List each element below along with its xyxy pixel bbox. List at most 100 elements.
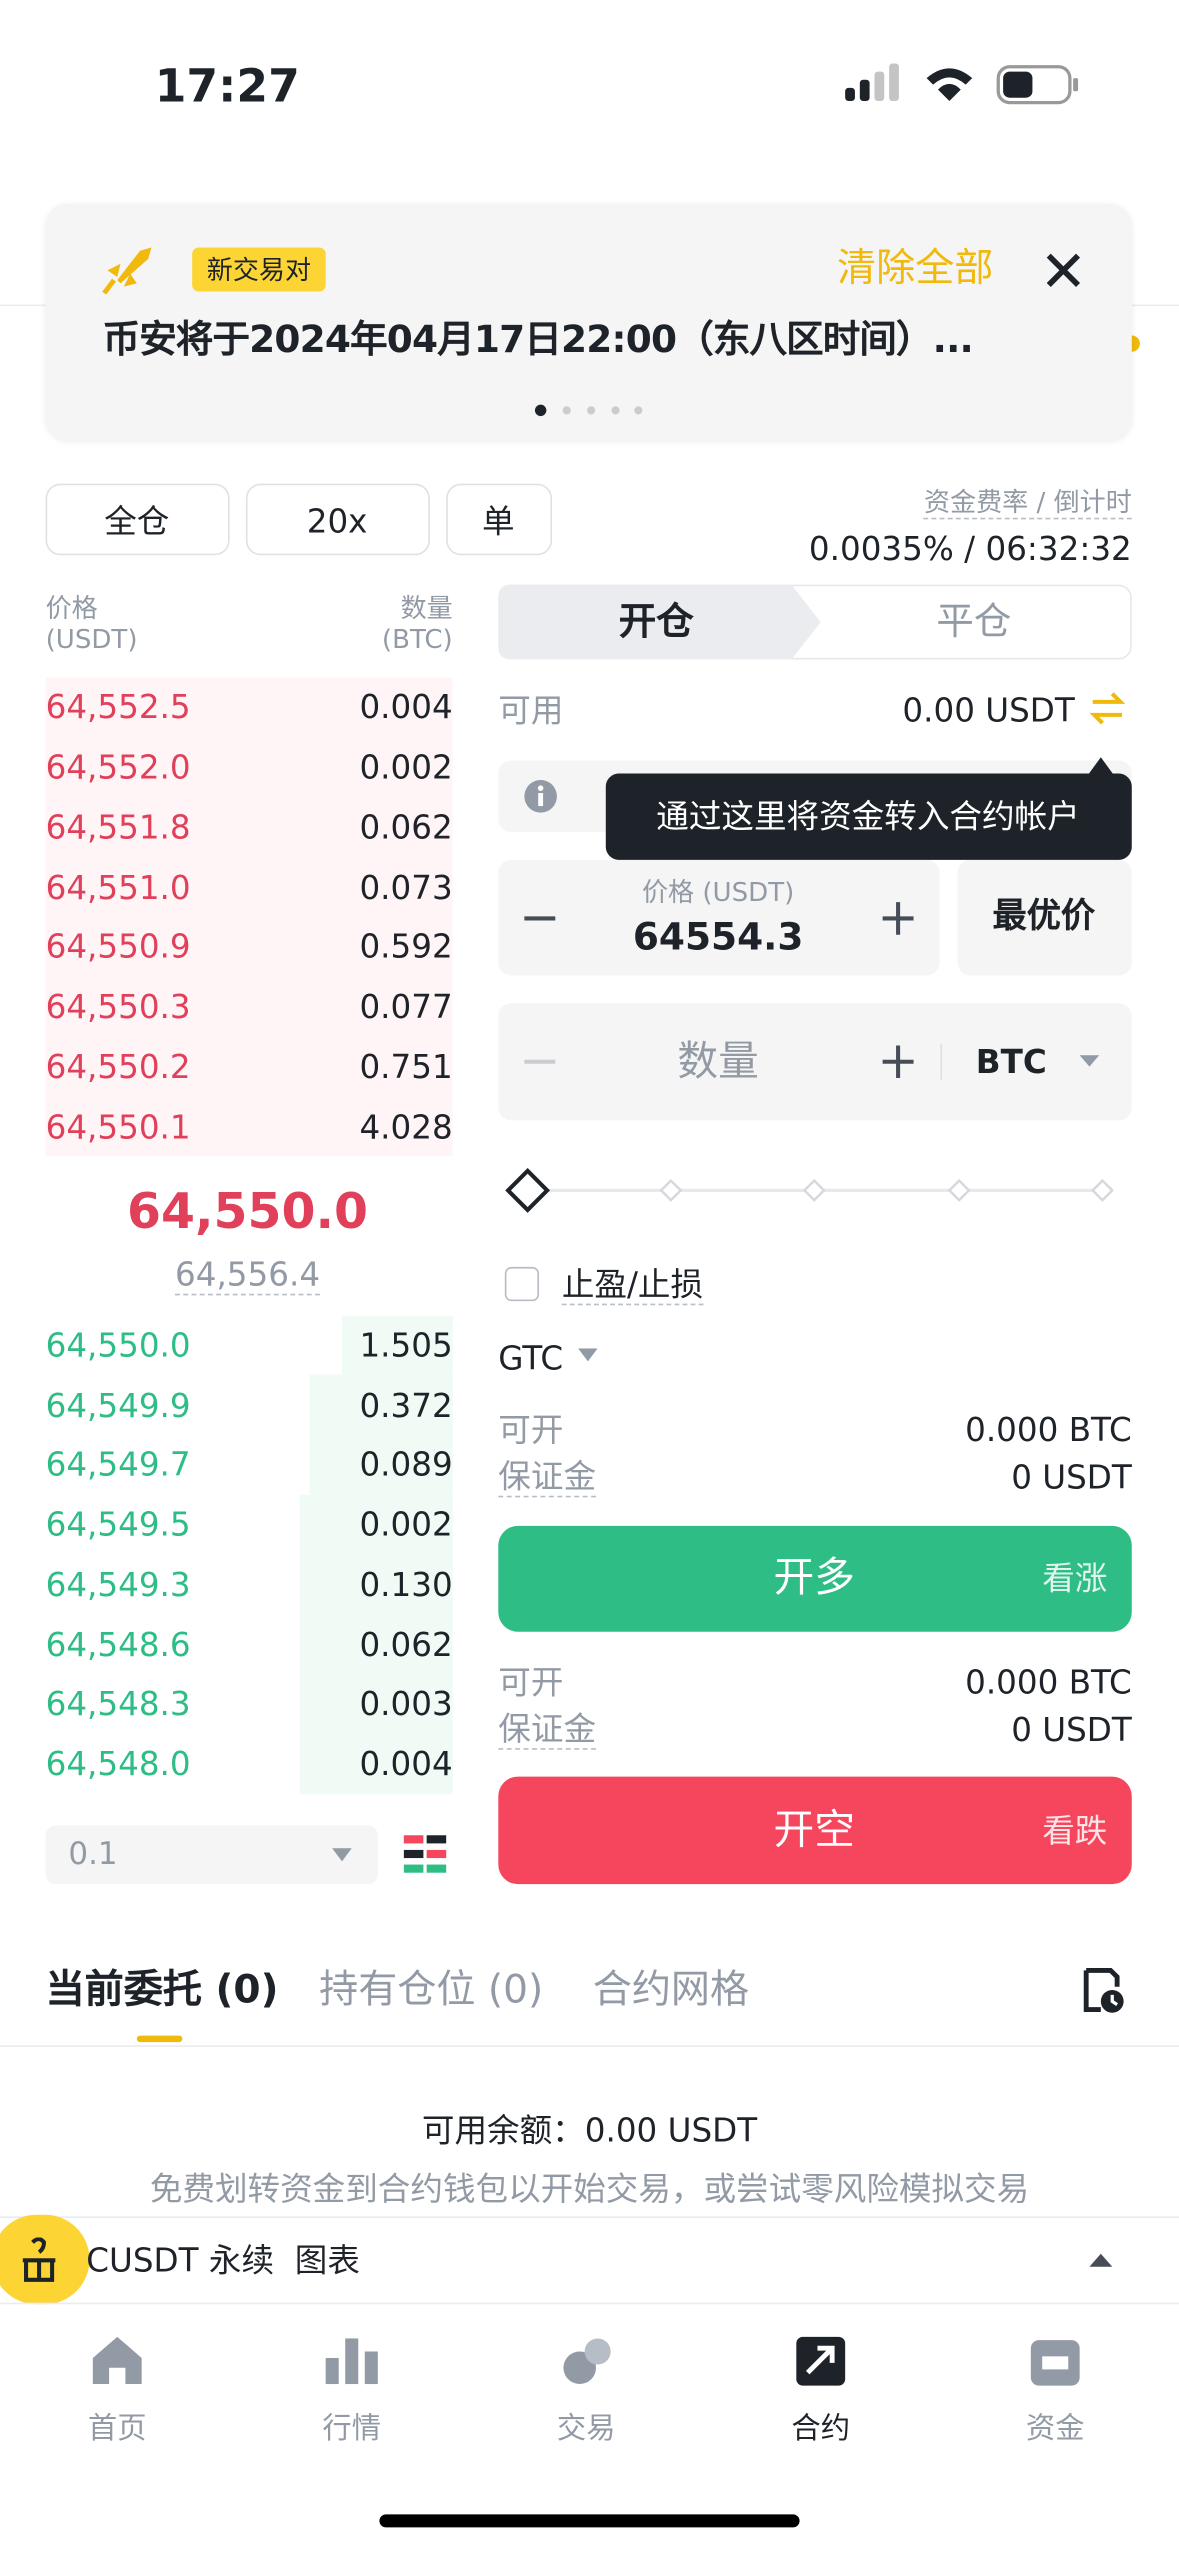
info-icon[interactable]: [523, 778, 559, 814]
mark-price: 64,556.4: [175, 1254, 321, 1296]
banner-tag: 新交易对: [206, 254, 312, 286]
ask-price: 64,552.0: [45, 747, 191, 787]
orders-tab[interactable]: 合约网格: [592, 1966, 750, 2013]
balance-hint: 免费划转资金到合约钱包以开始交易，或尝试零风险模拟交易: [149, 2169, 1030, 2209]
bid-price: 64,549.9: [45, 1385, 191, 1425]
history-icon[interactable]: [1081, 1967, 1127, 2016]
ask-quantity: 0.073: [359, 867, 453, 907]
leverage-slider[interactable]: [498, 1164, 1131, 1216]
bid-quantity: 0.003: [359, 1684, 453, 1724]
precision-value: 0.1: [68, 1836, 118, 1873]
divider: [0, 2302, 1179, 2305]
bid-price: 64,549.5: [45, 1504, 191, 1544]
short-button-label[interactable]: 开空: [773, 1805, 855, 1854]
nav-item[interactable]: 行情: [322, 2412, 382, 2447]
ask-price: 64,550.2: [45, 1047, 191, 1087]
ask-quantity: 0.751: [359, 1047, 453, 1087]
ask-price: 64,551.0: [45, 867, 191, 907]
banner-message: 币安将于2024年04月17日22:00（东八区时间）...: [102, 319, 974, 362]
bid-price: 64,548.0: [45, 1743, 191, 1783]
long-button-label[interactable]: 开多: [773, 1553, 855, 1601]
nav-item[interactable]: 首页: [87, 2412, 147, 2447]
gift-icon: [22, 2237, 56, 2282]
rocket-icon: [102, 247, 152, 295]
bid-quantity: 0.002: [359, 1504, 453, 1544]
status-time: 17:27: [154, 58, 300, 113]
layout-icon[interactable]: [402, 1832, 448, 1878]
ask-price: 64,550.3: [45, 987, 191, 1027]
nav-item[interactable]: 资金: [1025, 2412, 1085, 2447]
transfer-icon[interactable]: [1089, 690, 1126, 726]
bid-depth-bar: [341, 1315, 453, 1375]
orders-tab[interactable]: 当前委托 (0): [45, 1966, 279, 2013]
best-price-button[interactable]: [957, 859, 1132, 976]
clear-all-button[interactable]: 清除全部: [837, 245, 994, 291]
ask-quantity: 0.004: [359, 687, 453, 727]
max-label: 可开: [498, 1410, 564, 1450]
open-tab[interactable]: 开仓: [618, 601, 694, 644]
open-long-button[interactable]: [498, 1525, 1132, 1632]
orders-tab[interactable]: 持有仓位 (0): [319, 1966, 544, 2013]
price-value: 64554.3: [632, 917, 804, 960]
pager-dots: [534, 404, 643, 417]
margin-mode-button[interactable]: [45, 483, 230, 556]
chart-link[interactable]: 图表: [294, 2240, 360, 2280]
divider: [0, 2216, 1179, 2218]
bid-depth-bar: [299, 1494, 453, 1795]
short-hint: 看跌: [1042, 1810, 1108, 1850]
margin-mode-label: 全仓: [104, 501, 170, 541]
available-label: 可用: [498, 690, 564, 730]
bid-quantity: 1.505: [359, 1325, 453, 1365]
ask-quantity: 0.062: [359, 807, 453, 847]
home-indicator: [379, 2514, 800, 2528]
ask-price: 64,551.8: [45, 807, 191, 847]
close-icon[interactable]: [1042, 249, 1084, 291]
open-short-button[interactable]: [498, 1776, 1132, 1885]
tpsl-checkbox[interactable]: [504, 1266, 540, 1302]
nav-item[interactable]: 交易: [556, 2412, 616, 2447]
caret: [578, 1348, 598, 1362]
expand-caret[interactable]: [1089, 2252, 1113, 2268]
bid-quantity: 0.372: [359, 1385, 453, 1425]
ask-price: 64,550.9: [45, 927, 191, 967]
margin-value: 0 USDT: [1011, 1709, 1132, 1749]
tpsl-label[interactable]: 止盈/止损: [561, 1264, 704, 1306]
available-value: 0.00 USDT: [902, 690, 1075, 730]
bid-price: 64,550.0: [45, 1325, 191, 1365]
bid-depth-bar: [309, 1374, 453, 1495]
tooltip: [605, 773, 1132, 860]
bid-quantity: 0.062: [359, 1624, 453, 1664]
time-in-force[interactable]: GTC: [498, 1338, 564, 1378]
leverage-button[interactable]: [245, 483, 430, 556]
max-value: 0.000 BTC: [965, 1662, 1132, 1702]
price-label: 价格 (USDT): [641, 876, 795, 908]
ask-price: 64,552.5: [45, 687, 191, 727]
position-mode-button[interactable]: [446, 483, 553, 556]
max-label: 可开: [498, 1662, 564, 1702]
best-price-label: 最优价: [992, 896, 1096, 936]
precision-select[interactable]: [45, 1825, 378, 1885]
nav-item[interactable]: 合约: [791, 2412, 851, 2447]
close-tab[interactable]: 平仓: [936, 601, 1012, 644]
position-mode-label: 单: [482, 501, 515, 541]
bid-quantity: 0.089: [359, 1445, 453, 1485]
price-steppers[interactable]: [521, 901, 918, 937]
nav-icons: [92, 2336, 1080, 2386]
quantity-steppers[interactable]: [521, 1043, 1107, 1080]
funding-value: 0.0035% / 06:32:32: [808, 529, 1132, 569]
divider: [0, 2045, 1179, 2047]
ask-quantity: 0.002: [359, 747, 453, 787]
margin-value: 0 USDT: [1011, 1457, 1132, 1497]
open-tab-bg[interactable]: [498, 584, 824, 660]
ask-depth-bg: [45, 677, 453, 1157]
bid-price: 64,549.3: [45, 1564, 191, 1604]
caret: [332, 1848, 352, 1862]
chart-symbol: CUSDT 永续: [86, 2240, 275, 2280]
ask-quantity: 0.592: [359, 927, 453, 967]
quantity-input[interactable]: [498, 1003, 1132, 1121]
price-input[interactable]: [498, 859, 940, 976]
announcement-banner[interactable]: [45, 203, 1132, 440]
margin-label: 保证金: [498, 1709, 597, 1750]
